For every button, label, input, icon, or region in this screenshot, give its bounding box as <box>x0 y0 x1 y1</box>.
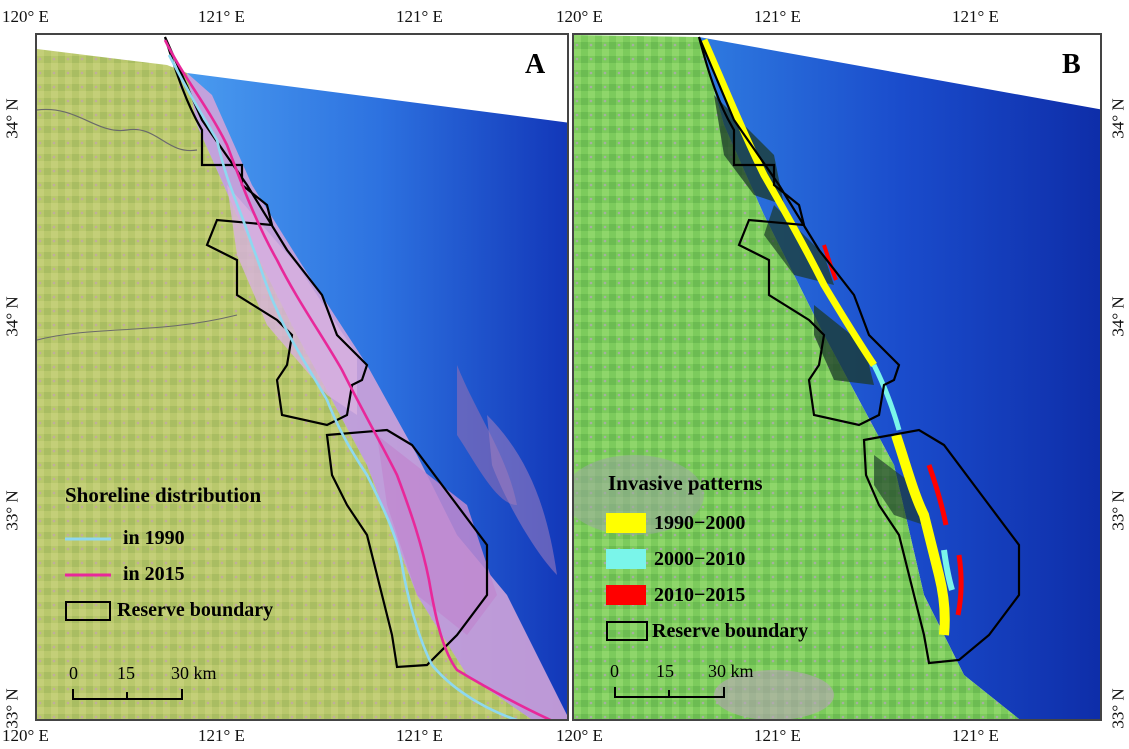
legend-1990-2000-label: 1990−2000 <box>654 512 746 534</box>
map-b-image <box>574 35 1100 719</box>
bottom-lon-label-6: 121° E <box>952 726 999 745</box>
legend-2010-2015-swatch <box>606 585 646 605</box>
legend-2000-2010-label: 2000−2010 <box>654 548 746 570</box>
scale-b-label-0: 0 <box>610 661 619 681</box>
left-lat-label-3: 33° N <box>2 490 22 531</box>
reserve-boundary-a-south <box>325 428 489 669</box>
map-panel-b: B Invasive patterns 1990−2000 2000−2010 … <box>572 33 1102 721</box>
shoreline-2015-line <box>163 39 552 719</box>
invasion-1990-2000-north <box>700 38 877 367</box>
scale-a-label-30: 30 km <box>171 663 217 683</box>
top-lon-label-5: 121° E <box>754 7 801 26</box>
legend-2015-label: in 2015 <box>123 563 185 585</box>
legend-reserve-swatch-a <box>65 601 111 621</box>
left-lat-label-4: 33° N <box>2 688 22 729</box>
right-lat-label-1: 34° N <box>1108 98 1128 139</box>
panel-a-letter: A <box>525 49 546 80</box>
scale-b-label-30: 30 km <box>708 661 754 681</box>
top-lon-label-2: 121° E <box>198 7 245 26</box>
right-lat-label-4: 33° N <box>1108 688 1128 729</box>
left-lat-label-2: 34° N <box>2 296 22 337</box>
legend-2010-2015-label: 2010−2015 <box>654 584 746 606</box>
bottom-lon-label-2: 121° E <box>198 726 245 745</box>
legend-2000-2010-swatch <box>606 549 646 569</box>
top-lon-label-4: 120° E <box>556 7 603 26</box>
scale-a-label-15: 15 <box>117 663 135 683</box>
right-lat-label-2: 34° N <box>1108 296 1128 337</box>
top-lon-label-3: 121° E <box>396 7 443 26</box>
panel-a-legend-title: Shoreline distribution <box>65 483 262 507</box>
land-area-a <box>37 49 532 719</box>
legend-reserve-swatch-b <box>606 621 648 641</box>
bottom-lon-label-3: 121° E <box>396 726 443 745</box>
top-lon-label-6: 121° E <box>952 7 999 26</box>
reserve-boundary-a-north <box>163 36 369 427</box>
map-a-image <box>37 35 567 719</box>
invasion-2010-2015 <box>926 464 949 526</box>
map-panel-a: A Shoreline distribution in 1990 in 2015… <box>35 33 569 721</box>
scale-bar-a <box>72 689 183 700</box>
top-lon-label-1: 120° E <box>2 7 49 26</box>
bottom-lon-label-4: 120° E <box>556 726 603 745</box>
reserve-boundary-b-south <box>862 428 1021 665</box>
legend-2015-swatch <box>65 573 111 577</box>
scale-bar-b <box>614 687 725 698</box>
panel-b-legend-title: Invasive patterns <box>608 471 763 495</box>
bottom-lon-label-5: 121° E <box>754 726 801 745</box>
invasion-2000-2010 <box>871 363 902 431</box>
legend-1990-2000-swatch <box>606 513 646 533</box>
reserve-boundary-b-north <box>697 36 901 427</box>
land-area-b <box>574 35 1019 719</box>
panel-b-letter: B <box>1062 49 1081 80</box>
left-lat-label-1: 34° N <box>2 98 22 139</box>
legend-1990-label: in 1990 <box>123 527 185 549</box>
bottom-lon-label-1: 120° E <box>2 726 49 745</box>
invasion-1990-2000-south <box>891 433 950 636</box>
scale-b-label-15: 15 <box>656 661 674 681</box>
legend-reserve-label-a: Reserve boundary <box>117 599 274 621</box>
scale-a-label-0: 0 <box>69 663 78 683</box>
legend-reserve-label-b: Reserve boundary <box>652 620 809 642</box>
legend-1990-swatch <box>65 537 111 541</box>
right-lat-label-3: 33° N <box>1108 490 1128 531</box>
shoreline-1990-line <box>167 54 519 719</box>
